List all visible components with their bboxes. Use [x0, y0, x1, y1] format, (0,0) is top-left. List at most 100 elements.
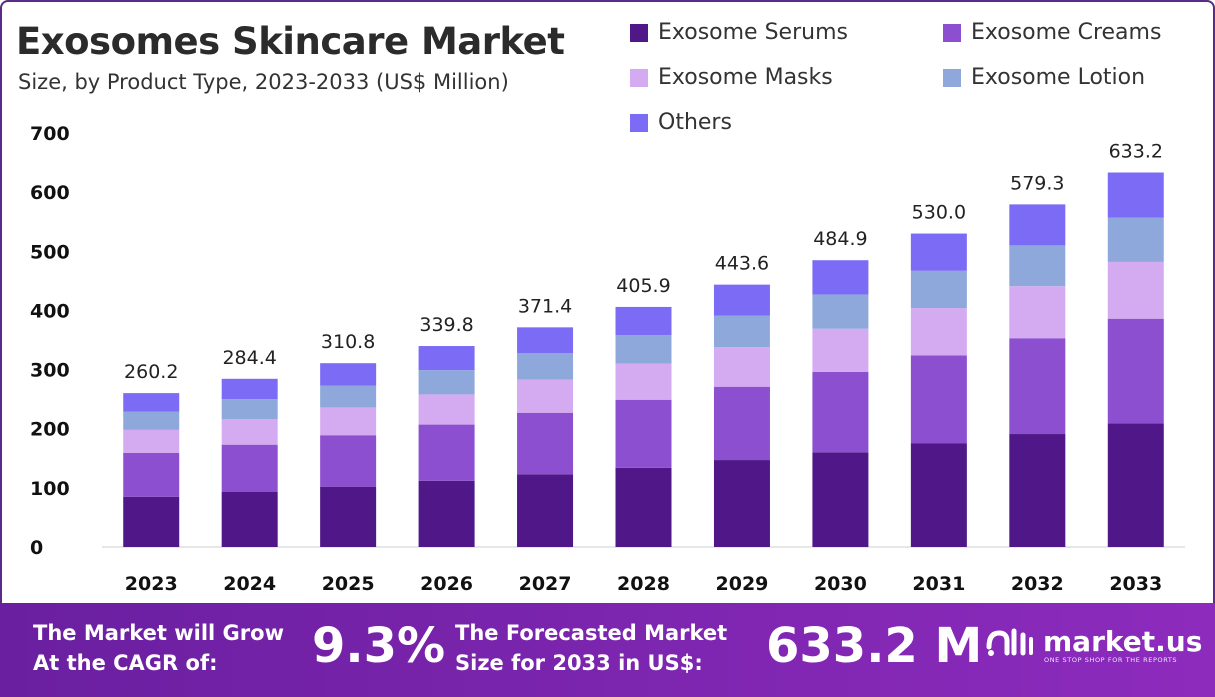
bar-segment [517, 327, 574, 354]
chart-subtitle: Size, by Product Type, 2023-2033 (US$ Mi… [18, 70, 509, 94]
bar-total-label: 443.6 [715, 253, 769, 275]
bar-segment [320, 407, 377, 436]
market-us-logo-icon [986, 628, 1033, 656]
bar-segment [1107, 172, 1164, 218]
bar-total-label: 633.2 [1109, 141, 1163, 163]
bar-segment [221, 378, 278, 400]
bar-segment [320, 385, 377, 408]
bar-segment [713, 347, 770, 387]
bar-segment [1009, 338, 1066, 435]
legend-item-exosome-creams: Exosome Creams [943, 20, 1161, 45]
y-tick-label: 700 [30, 123, 70, 145]
bar-total-label: 579.3 [1010, 172, 1064, 194]
bar-segment [221, 419, 278, 445]
legend-swatch [943, 23, 961, 42]
bar-segment [812, 294, 869, 329]
bar-segment [1009, 286, 1066, 339]
x-tick-label: 2027 [519, 573, 572, 595]
bar-segment [910, 355, 967, 444]
bar-segment [221, 399, 278, 420]
bar-segment [418, 480, 475, 547]
bar-segment [713, 315, 770, 348]
bar-segment [1107, 318, 1164, 424]
bar-chart: 0 100 200 300 400 500 600 700 260.2 2023 284.4 2024… [30, 123, 1185, 595]
bar-total-label: 484.9 [813, 228, 867, 250]
bar-segment [221, 491, 278, 547]
brand-name: market.us [1043, 625, 1203, 658]
y-tick-label: 600 [30, 182, 70, 204]
x-tick-label: 2030 [814, 573, 867, 595]
legend-item-others: Others [630, 110, 732, 135]
bar-segment [910, 443, 967, 547]
bar-total-label: 405.9 [616, 275, 670, 297]
bar-segment [615, 467, 672, 547]
bar-segment [910, 308, 967, 356]
y-tick-label: 500 [30, 241, 70, 263]
bar-total-label: 339.8 [419, 314, 473, 336]
bar-segment [1107, 423, 1164, 547]
x-tick-label: 2032 [1011, 573, 1064, 595]
cagr-caption-line1: The Market will Grow [33, 621, 284, 645]
x-tick-label: 2024 [223, 573, 276, 595]
x-tick-label: 2033 [1109, 573, 1162, 595]
x-tick-label: 2026 [420, 573, 473, 595]
bar-segment [615, 306, 672, 336]
bar-segment [221, 444, 278, 492]
bar-segment [418, 370, 475, 395]
bar-total-label: 371.4 [518, 295, 572, 317]
bar-segment [713, 386, 770, 461]
bar-segment [123, 393, 180, 412]
forecast-caption-line1: The Forecasted Market [455, 621, 728, 645]
x-tick-label: 2028 [617, 573, 670, 595]
cagr-caption-line2: At the CAGR of: [33, 651, 218, 675]
bar-segment [713, 284, 770, 316]
bar-segment [1009, 245, 1066, 287]
bar-segment [1107, 217, 1164, 262]
bar-segment [123, 496, 180, 547]
forecast-value: 633.2 M [766, 618, 983, 674]
legend-label: Exosome Masks [658, 65, 833, 90]
legend-label: Exosome Lotion [971, 65, 1146, 90]
x-tick-label: 2025 [322, 573, 375, 595]
forecast-caption: The Forecasted Market Size for 2033 in U… [455, 618, 727, 678]
legend-swatch [943, 68, 961, 87]
x-tick-label: 2031 [912, 573, 965, 595]
bar-segment [1009, 204, 1066, 246]
bar-total-label: 260.2 [124, 361, 178, 383]
bar-segment [812, 260, 869, 295]
bar-segment [517, 379, 574, 413]
y-tick-label: 0 [30, 537, 43, 559]
bar-segment [320, 486, 377, 547]
bar-segment [320, 363, 377, 386]
cagr-caption: The Market will Grow At the CAGR of: [33, 618, 284, 678]
bar-segment [812, 371, 869, 453]
bar-segment [910, 233, 967, 271]
brand-tagline: ONE STOP SHOP FOR THE REPORTS [1044, 656, 1178, 664]
bar-segment [517, 353, 574, 380]
legend-item-exosome-serums: Exosome Serums [630, 20, 848, 45]
bar-segment [1009, 434, 1066, 547]
bar-total-label: 530.0 [912, 202, 966, 224]
bar-segment [713, 460, 770, 547]
y-tick-label: 100 [30, 478, 70, 500]
bar-segment [1107, 261, 1164, 319]
bar-segment [615, 335, 672, 364]
brand[interactable]: market.us [985, 625, 1202, 659]
bar-segment [812, 452, 869, 547]
bar-segment [812, 328, 869, 372]
chart-title: Exosomes Skincare Market [16, 20, 565, 63]
y-tick-label: 400 [30, 300, 70, 322]
x-tick-label: 2023 [125, 573, 178, 595]
bar-segment [123, 452, 180, 497]
bar-segment [320, 435, 377, 487]
legend-swatch [630, 68, 648, 87]
bar-segment [418, 394, 475, 425]
bar-segment [123, 429, 180, 453]
legend-label: Exosome Creams [971, 20, 1162, 45]
bar-segment [418, 346, 475, 371]
cagr-value: 9.3% [312, 618, 446, 674]
y-tick-label: 300 [30, 360, 70, 382]
forecast-caption-line2: Size for 2033 in US$: [455, 651, 703, 675]
bar-total-label: 284.4 [222, 347, 276, 369]
x-tick-label: 2029 [716, 573, 769, 595]
